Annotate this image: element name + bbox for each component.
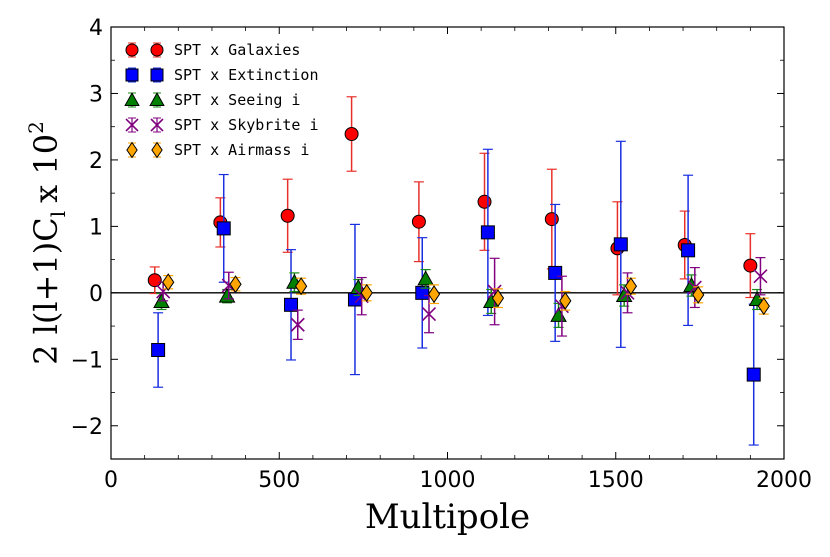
x-tick-label: 500 (258, 468, 300, 493)
data-point (681, 243, 696, 258)
y-axis-label-main: 2 l(l+1)C (27, 217, 65, 365)
data-point (284, 297, 299, 312)
series-spt-x-skybrite-i (156, 257, 768, 340)
data-point (544, 212, 559, 227)
data-point (417, 270, 434, 286)
legend-marker (125, 118, 139, 132)
x-marker-stroke (753, 269, 768, 284)
x-axis-label: Multipole (365, 497, 530, 537)
data-point (162, 273, 175, 292)
y-axis-label-exponent: 2 (24, 121, 48, 134)
legend-marker (125, 43, 139, 57)
y-tick-label: −2 (71, 415, 103, 440)
x-marker-stroke (290, 317, 305, 332)
x-marker-stroke (125, 118, 139, 132)
data-point (290, 317, 305, 332)
data-point (344, 127, 359, 142)
data-point (421, 307, 437, 322)
data-point (757, 297, 770, 316)
y-axis-label-subscript: l (46, 211, 70, 217)
data-point (147, 273, 162, 288)
legend-label: SPT x Airmass i (174, 141, 309, 159)
x-tick-label: 1500 (588, 468, 644, 493)
y-tick-label: 3 (89, 82, 103, 107)
legend-marker (150, 68, 164, 82)
data-point (229, 275, 242, 294)
data-point (216, 221, 231, 236)
data-point (548, 265, 563, 280)
legend-entry-spt-x-seeing-i: SPT x Seeing i (124, 91, 300, 109)
data-point (692, 285, 705, 304)
legend-entry-spt-x-galaxies: SPT x Galaxies (125, 41, 300, 59)
y-axis-label-times: x 10 (27, 134, 65, 203)
data-point (427, 285, 441, 304)
data-point (480, 225, 495, 240)
legend-marker (124, 92, 140, 107)
legend-label: SPT x Skybrite i (174, 116, 319, 134)
legend-entry-spt-x-skybrite-i: SPT x Skybrite i (125, 116, 319, 134)
x-tick-label: 2000 (756, 468, 812, 493)
y-tick-label: 4 (89, 16, 103, 41)
x-marker-stroke (150, 118, 164, 132)
y-tick-label: 1 (89, 215, 103, 240)
data-point (360, 283, 373, 302)
data-series-layer (147, 96, 770, 446)
y-tick-label: −1 (71, 348, 103, 373)
data-point (280, 208, 295, 223)
data-point (491, 289, 505, 308)
x-marker-stroke (687, 280, 702, 295)
x-marker-stroke (487, 284, 502, 299)
y-axis-label: 2 l(l+1)Cl x 102 (24, 121, 70, 365)
legend-marker (149, 92, 165, 107)
data-point (746, 367, 761, 382)
data-point (294, 277, 308, 296)
legend-label: SPT x Seeing i (174, 91, 300, 109)
x-marker-stroke (421, 307, 437, 322)
legend-marker (151, 141, 163, 159)
data-point (753, 269, 768, 284)
x-tick-label: 1000 (420, 468, 476, 493)
legend-entry-spt-x-extinction: SPT x Extinction (125, 66, 319, 84)
data-point (477, 194, 492, 209)
axis-ticks: 0 500 1000 1500 2000 −2 −1 0 1 2 3 4 (71, 16, 812, 493)
y-tick-label: 0 (89, 282, 103, 307)
data-point (613, 237, 628, 252)
legend-entry-spt-x-airmass-i: SPT x Airmass i (126, 141, 309, 159)
legend-marker (125, 68, 139, 82)
data-point (559, 291, 572, 310)
x-tick-label: 0 (104, 468, 118, 493)
svg-text:2 l(l+1)Clx 102: 2 l(l+1)Cl x 102 (24, 121, 70, 365)
series-spt-x-airmass-i (162, 273, 770, 316)
legend-label: SPT x Extinction (174, 66, 319, 84)
legend-marker (126, 141, 138, 159)
legend-label: SPT x Galaxies (174, 41, 300, 59)
data-point (151, 343, 166, 358)
legend-marker (150, 118, 164, 132)
legend-marker (150, 43, 164, 57)
data-point (743, 258, 758, 273)
data-point (624, 277, 638, 296)
data-point (411, 214, 426, 229)
legend: SPT x Galaxies SPT x Extinction SPT x Seei… (124, 41, 319, 159)
y-tick-label: 2 (89, 149, 103, 174)
